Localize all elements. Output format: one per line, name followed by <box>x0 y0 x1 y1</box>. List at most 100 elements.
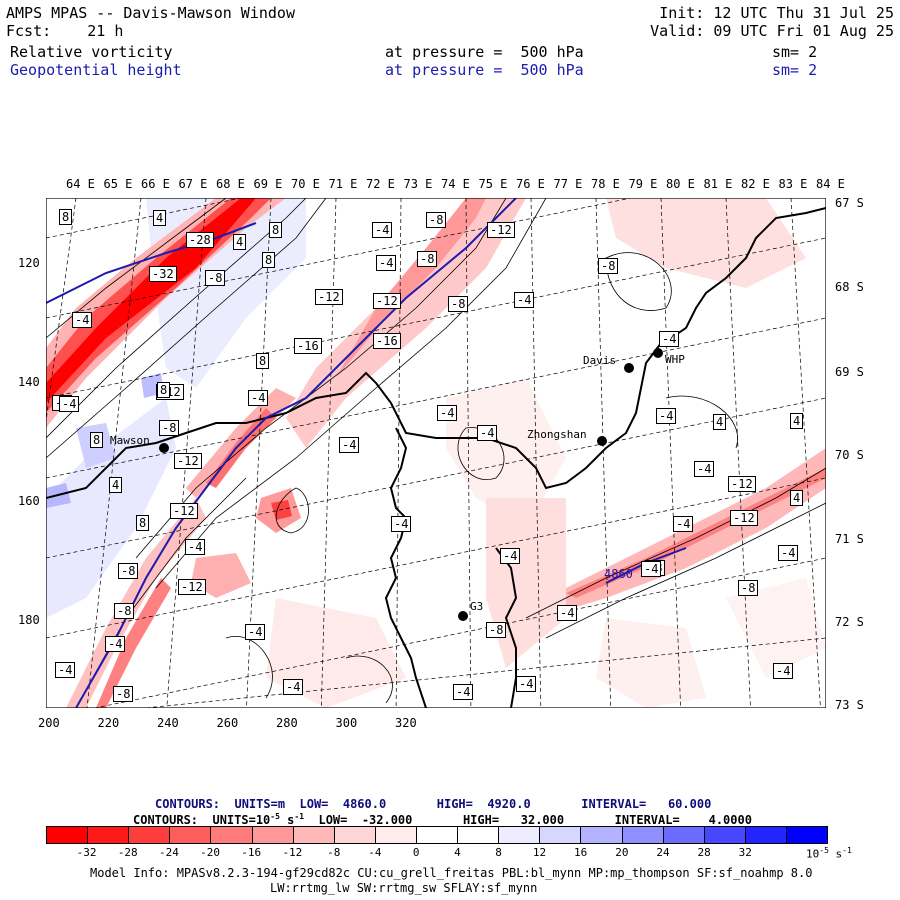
vorticity-contour-label: 8 <box>157 382 171 398</box>
vorticity-contour-label: -4 <box>376 255 397 271</box>
colorbar-swatch <box>540 827 582 843</box>
colorbar-tick-label: -24 <box>158 846 179 859</box>
vorticity-contour-label: -8 <box>417 251 438 267</box>
vorticity-contour-label: -4 <box>477 425 498 441</box>
valid-time: Valid: 09 UTC Fri 01 Aug 25 <box>650 22 894 40</box>
vorticity-contour-label: -16 <box>373 333 401 349</box>
vorticity-contour-label: -12 <box>728 476 756 492</box>
colorbar-swatch <box>47 827 89 843</box>
longitude-label: 81 E <box>703 177 733 191</box>
longitude-label: 83 E <box>778 177 808 191</box>
colorbar-swatch <box>375 827 417 843</box>
vorticity-contour-label: -12 <box>315 289 343 305</box>
x-tick-label: 280 <box>276 716 298 730</box>
contour-units-post: LOW= -32.000 HIGH= 32.000 INTERVAL= 4.00… <box>304 813 752 827</box>
colorbar-tick-label: -8 <box>327 846 341 859</box>
longitude-label: 68 E <box>216 177 245 191</box>
vorticity-contour-label: -4 <box>557 605 578 621</box>
colorbar-units: 10-5 s-1 <box>806 846 852 861</box>
colorbar-tick-label: 4 <box>454 846 461 859</box>
station-label-mawson: Mawson <box>110 434 150 447</box>
contour-units-prefix: CONTOURS: UNITS=10 <box>133 813 271 827</box>
x-tick-label: 200 <box>38 716 60 730</box>
field1-level: at pressure = 500 hPa <box>385 43 584 61</box>
model-info-line2: LW:rrtmg_lw SW:rrtmg_sw SFLAY:sf_mynn <box>270 881 538 895</box>
vorticity-contour-label: -4 <box>453 684 474 700</box>
colorbar-tick-label: 32 <box>738 846 752 859</box>
vorticity-contour-label: 8 <box>59 209 73 225</box>
colorbar-tick-label: -12 <box>282 846 303 859</box>
vorticity-contour-label: 4 <box>713 414 727 430</box>
vorticity-contour-label: -4 <box>248 390 269 406</box>
colorbar-swatch <box>170 827 212 843</box>
vorticity-contour-label: -4 <box>673 516 694 532</box>
vorticity-contours-info: CONTOURS: UNITS=10-5 s-1 LOW= -32.000 HI… <box>133 812 752 827</box>
colorbar-tick-label: -32 <box>76 846 97 859</box>
vorticity-contour-label: 8 <box>262 252 276 268</box>
colorbar-tick-label: -28 <box>117 846 138 859</box>
x-tick-label: 300 <box>335 716 358 730</box>
longitude-label: 82 E <box>741 177 770 191</box>
vorticity-contour-label: -4 <box>339 437 360 453</box>
longitude-label: 78 E <box>591 177 620 191</box>
longitude-label: 70 E <box>291 177 320 191</box>
vorticity-contour-label: -4 <box>245 624 266 640</box>
vorticity-contour-label: -28 <box>186 232 214 248</box>
vorticity-contour-label: -4 <box>391 516 412 532</box>
vorticity-contour-label: 4 <box>233 234 247 250</box>
vorticity-contour-label: -32 <box>149 266 177 282</box>
vorticity-contour-label: -8 <box>426 212 447 228</box>
colorbar-units-tail-sup: -1 <box>842 846 852 855</box>
y-tick-label: 180 <box>18 613 40 627</box>
colorbar-swatch <box>88 827 130 843</box>
colorbar-tick-label: 8 <box>495 846 502 859</box>
latitude-label: 69 S <box>835 365 864 379</box>
contour-units-sup: -5 <box>270 812 280 821</box>
colorbar-swatch <box>745 827 787 843</box>
vorticity-contour-label: -12 <box>487 222 515 238</box>
colorbar-tick-label: 16 <box>574 846 588 859</box>
vorticity-contour-label: 4 <box>153 210 167 226</box>
field1-name: Relative vorticity <box>10 43 173 61</box>
x-tick-label: 240 <box>157 716 179 730</box>
init-time: Init: 12 UTC Thu 31 Jul 25 <box>659 4 894 22</box>
vorticity-contour-label: -4 <box>55 662 76 678</box>
vorticity-contours <box>46 198 826 708</box>
model-info-line1: Model Info: MPASv8.2.3-194-gf29cd82c CU:… <box>90 866 813 880</box>
vorticity-contour-label: -4 <box>185 539 206 555</box>
vorticity-contour-label: -4 <box>283 679 304 695</box>
vorticity-contour-label: -4 <box>778 545 799 561</box>
longitude-label: 76 E <box>516 177 545 191</box>
field2-level: at pressure = 500 hPa <box>385 61 584 79</box>
vorticity-contour-label: 8 <box>90 432 104 448</box>
longitude-label: 72 E <box>366 177 395 191</box>
colorbar-swatch <box>129 827 171 843</box>
vorticity-contour-label: -8 <box>738 580 759 596</box>
vorticity-contour-label: -4 <box>641 561 662 577</box>
vorticity-contour-label: -8 <box>114 603 135 619</box>
y-tick-label: 160 <box>18 494 40 508</box>
vorticity-contour-label: -16 <box>294 338 322 354</box>
colorbar-swatch <box>622 827 664 843</box>
height-contour-label: 4860 <box>604 567 633 581</box>
colorbar-swatch <box>458 827 500 843</box>
latitude-label: 68 S <box>835 280 864 294</box>
longitude-label: 74 E <box>441 177 470 191</box>
vorticity-contour-label: 4 <box>790 413 804 429</box>
longitude-label: 69 E <box>253 177 283 191</box>
vorticity-contour-label: -12 <box>730 510 758 526</box>
colorbar-swatch <box>211 827 253 843</box>
vorticity-contour-label: -4 <box>437 405 458 421</box>
colorbar-units-tail: s <box>828 847 843 861</box>
colorbar-swatch <box>704 827 746 843</box>
vorticity-contour-label: 8 <box>136 515 150 531</box>
vorticity-contour-label: -4 <box>656 408 677 424</box>
colorbar-tick-label: 12 <box>532 846 547 859</box>
station-label-zhongshan: Zhongshan <box>527 428 587 441</box>
station-label-whp: WHP <box>665 353 685 366</box>
station-label-davis: Davis <box>583 354 617 367</box>
colorbar-swatch <box>581 827 623 843</box>
vorticity-contour-label: -4 <box>516 676 537 692</box>
y-tick-label: 120 <box>18 256 40 270</box>
vorticity-contour-label: 8 <box>269 222 283 238</box>
